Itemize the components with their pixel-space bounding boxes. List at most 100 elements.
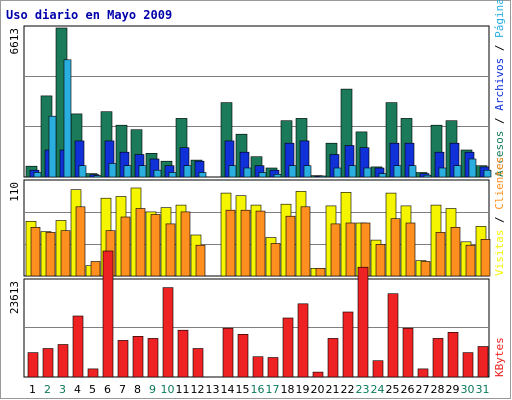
x-tick-label: 5 — [89, 383, 96, 396]
bar-pginas-day-6 — [108, 163, 117, 178]
bar-clientes-day-21 — [330, 223, 341, 277]
bar-kbytes-day-28 — [432, 338, 444, 378]
legend-item: / — [493, 111, 506, 131]
bar-kbytes-day-30 — [462, 352, 474, 378]
bar-pginas-day-1 — [33, 172, 42, 178]
bar-pginas-day-7 — [123, 165, 132, 178]
bar-pginas-day-14 — [228, 165, 237, 178]
legend-item: Accesos — [493, 131, 506, 177]
bar-kbytes-day-20 — [312, 371, 324, 378]
x-axis-day-labels: 1 2 3 4 5 6 7 8 9 10 11 12 13 14 15 16 17 18 19 20 21 22 23 24 2… — [29, 383, 490, 396]
x-tick-label: 19 — [296, 383, 310, 396]
x-tick-label: 1 — [29, 383, 36, 396]
bar-clientes-day-19 — [300, 206, 311, 277]
bar-clientes-day-3 — [60, 230, 71, 277]
x-tick-label: 17 — [266, 383, 280, 396]
bar-clientes-day-28 — [435, 232, 446, 277]
y-max-label: 6613 — [8, 28, 21, 55]
chart-title: Uso diario en Mayo 2009 — [6, 8, 172, 22]
bar-kbytes-day-2 — [42, 348, 54, 378]
bar-kbytes-day-15 — [237, 333, 249, 378]
x-tick-label: 7 — [119, 383, 126, 396]
bar-pginas-day-8 — [138, 165, 147, 178]
x-tick-label: 21 — [326, 383, 340, 396]
bar-kbytes-day-22 — [342, 311, 354, 378]
bar-clientes-day-4 — [75, 206, 86, 277]
bar-pginas-day-23 — [363, 167, 372, 178]
legend-item: Visitas — [493, 230, 506, 276]
legend-item: Archivos — [493, 58, 506, 111]
bar-clientes-day-27 — [420, 261, 431, 277]
bar-kbytes-day-4 — [72, 315, 84, 378]
bar-clientes-day-7 — [120, 216, 131, 277]
bar-kbytes-day-18 — [282, 317, 294, 378]
bar-kbytes-day-10 — [162, 287, 174, 378]
bar-pginas-day-31 — [483, 169, 492, 178]
bar-kbytes-day-24 — [372, 360, 384, 378]
x-tick-label: 18 — [281, 383, 295, 396]
bar-kbytes-day-27 — [417, 368, 429, 378]
x-tick-label: 27 — [416, 383, 430, 396]
bar-kbytes-day-11 — [177, 329, 189, 378]
bar-kbytes-day-1 — [27, 352, 39, 378]
bar-pginas-day-12 — [198, 172, 207, 178]
x-tick-label: 25 — [386, 383, 400, 396]
bar-clientes-day-31 — [480, 239, 491, 277]
x-tick-label: 12 — [191, 383, 205, 396]
bar-clientes-day-24 — [375, 244, 386, 277]
bar-clientes-day-12 — [195, 244, 206, 277]
x-tick-label: 28 — [431, 383, 445, 396]
bar-pginas-day-11 — [183, 165, 192, 178]
bar-kbytes-day-12 — [192, 348, 204, 378]
legend-item: / — [493, 38, 506, 58]
panel-middle: 110 Visitas / Clientes — [8, 157, 506, 277]
x-tick-label: 8 — [134, 383, 141, 396]
bar-clientes-day-15 — [240, 209, 251, 277]
bar-pginas-day-24 — [378, 173, 387, 178]
bar-pginas-day-15 — [243, 167, 252, 178]
bar-kbytes-day-3 — [57, 344, 69, 378]
bar-clientes-day-1 — [30, 227, 41, 277]
bar-clientes-day-9 — [150, 214, 161, 277]
x-tick-label: 31 — [476, 383, 490, 396]
x-tick-label: 6 — [104, 383, 111, 396]
bar-kbytes-day-29 — [447, 331, 459, 378]
bar-kbytes-day-7 — [117, 340, 129, 378]
panel-bottom: 23613 KBytes — [8, 250, 506, 378]
bar-pginas-day-28 — [438, 167, 447, 178]
legend-top: Accesos / Archivos / Páginas — [493, 0, 506, 177]
bar-pginas-day-18 — [288, 165, 297, 178]
bar-clientes-day-17 — [270, 243, 281, 277]
bar-kbytes-day-21 — [327, 338, 339, 378]
bar-kbytes-day-31 — [477, 346, 489, 378]
bar-kbytes-day-8 — [132, 335, 144, 378]
y-max-label: 110 — [8, 182, 21, 202]
bar-clientes-day-8 — [135, 208, 146, 277]
bar-pginas-day-2 — [48, 115, 57, 178]
x-tick-label: 14 — [221, 383, 235, 396]
bar-clientes-day-22 — [345, 222, 356, 277]
x-tick-label: 10 — [161, 383, 175, 396]
x-tick-label: 26 — [401, 383, 415, 396]
bar-kbytes-day-23 — [357, 266, 369, 378]
x-tick-label: 3 — [59, 383, 66, 396]
panels-layer: 6613 Accesos / Archivos / Páginas 110 Visit… — [8, 0, 506, 378]
bar-kbytes-day-17 — [267, 357, 279, 378]
x-tick-label: 15 — [236, 383, 250, 396]
x-tick-label: 11 — [176, 383, 190, 396]
x-tick-label: 30 — [461, 383, 475, 396]
bar-clientes-day-18 — [285, 215, 296, 277]
legend-bottom: KBytes — [493, 337, 506, 377]
bar-clientes-day-26 — [405, 222, 416, 277]
bar-kbytes-day-6 — [102, 250, 114, 378]
bar-clientes-day-10 — [165, 223, 176, 277]
bar-pginas-day-3 — [63, 59, 72, 178]
bar-pginas-day-30 — [468, 158, 477, 178]
bar-clientes-day-30 — [465, 244, 476, 277]
bar-pginas-day-29 — [453, 165, 462, 178]
x-tick-label: 24 — [371, 383, 385, 396]
legend-item: Páginas — [493, 0, 506, 38]
bar-pginas-day-26 — [408, 165, 417, 178]
bar-pginas-day-25 — [393, 165, 402, 178]
